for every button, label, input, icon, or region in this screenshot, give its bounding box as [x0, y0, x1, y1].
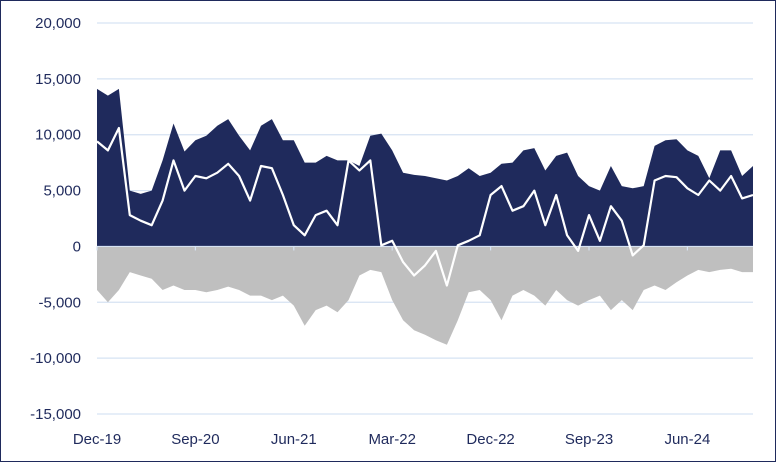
- y-tick-label: 10,000: [35, 127, 81, 144]
- x-tick-label: Dec-19: [73, 431, 121, 448]
- series-area-0: [97, 88, 753, 247]
- y-tick-label: 20,000: [35, 15, 81, 32]
- x-tick-label: Mar-22: [368, 431, 416, 448]
- series-area-1: [97, 246, 753, 345]
- y-tick-label: -15,000: [30, 406, 81, 423]
- x-tick-label: Sep-20: [171, 431, 219, 448]
- x-tick-label: Jun-24: [664, 431, 710, 448]
- y-tick-label: -5,000: [38, 294, 81, 311]
- y-tick-label: 0: [73, 238, 81, 255]
- x-tick-label: Jun-21: [271, 431, 317, 448]
- y-tick-label: 5,000: [43, 183, 81, 200]
- x-tick-label: Dec-22: [466, 431, 514, 448]
- series-areas: [97, 88, 753, 345]
- y-tick-label: -10,000: [30, 350, 81, 367]
- y-tick-label: 15,000: [35, 71, 81, 88]
- series-line-2: [96, 126, 754, 287]
- x-tick-label: Sep-23: [565, 431, 613, 448]
- x-axis-labels: Dec-19 Sep-20 Jun-21 Mar-22 Dec-22 Sep-23 Jun-…: [73, 431, 711, 448]
- y-axis-labels: 20,000 15,000 10,000 5,000 0 -5,000 -10,000 -15…: [30, 15, 81, 423]
- series-lines: [96, 126, 754, 287]
